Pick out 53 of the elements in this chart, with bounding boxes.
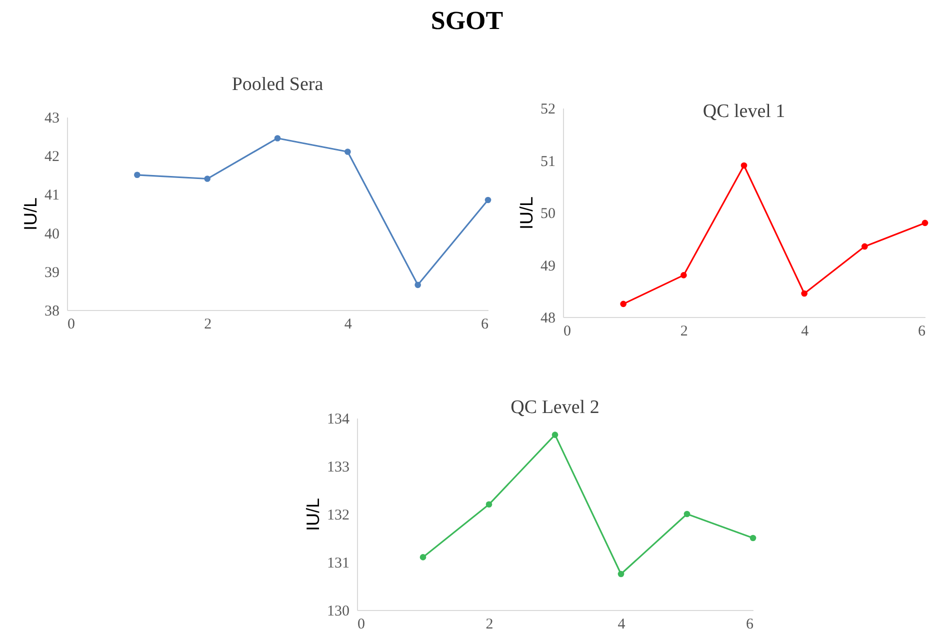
point [274, 135, 281, 142]
y-tick-label: 38 [44, 304, 60, 320]
x-tick-label: 6 [918, 324, 926, 340]
point [620, 300, 626, 308]
point [204, 176, 210, 182]
point [484, 196, 492, 204]
point [684, 510, 690, 518]
x-tick-label: 6 [481, 316, 489, 332]
x-tick-label: 6 [746, 616, 754, 632]
y-axis-title: IU/L [516, 196, 536, 230]
y-tick-label: 39 [44, 264, 60, 281]
y-axis-title: IU/L [20, 197, 40, 231]
chart-title: QC Level 2 [510, 397, 600, 418]
x-tick-label: 0 [68, 316, 75, 332]
point [862, 243, 868, 250]
chart-title: Pooled Sera [232, 74, 324, 95]
text: SGOT [430, 6, 504, 36]
y-tick-label: 130 [327, 604, 350, 620]
chart-title: QC level 1 [702, 101, 786, 122]
point [740, 162, 748, 169]
point [801, 290, 808, 297]
y-tick-label: 132 [327, 508, 350, 524]
x-tick-label: 2 [204, 316, 212, 332]
point [750, 534, 756, 542]
point [552, 432, 558, 438]
x-tick-label: 4 [618, 616, 626, 632]
point [420, 554, 426, 560]
y-tick-label: 43 [44, 110, 60, 126]
x-tick-label: 2 [486, 616, 494, 632]
y-tick-label: 48 [540, 310, 556, 326]
point [344, 148, 351, 155]
y-tick-label: 134 [327, 412, 350, 428]
y-tick-label: 42 [44, 149, 60, 166]
y-tick-label: 40 [44, 226, 60, 242]
y-tick-label: 49 [540, 258, 556, 274]
y-tick-label: 133 [327, 460, 350, 476]
point [922, 220, 928, 226]
y-tick-label: 41 [44, 188, 60, 204]
x-tick-label: 4 [344, 316, 352, 332]
point [618, 570, 624, 578]
point [486, 501, 492, 508]
y-tick-label: 131 [327, 556, 350, 572]
y-axis-title: IU/L [303, 498, 323, 532]
point [414, 282, 421, 288]
x-tick-label: 0 [564, 324, 571, 340]
x-tick-label: 2 [680, 324, 688, 340]
y-tick-label: 51 [540, 154, 556, 170]
point [680, 272, 687, 278]
y-tick-label: 52 [540, 102, 556, 118]
y-tick-label: 50 [540, 206, 556, 222]
x-tick-label: 0 [358, 616, 365, 632]
point [134, 172, 140, 178]
x-tick-label: 4 [801, 324, 810, 340]
